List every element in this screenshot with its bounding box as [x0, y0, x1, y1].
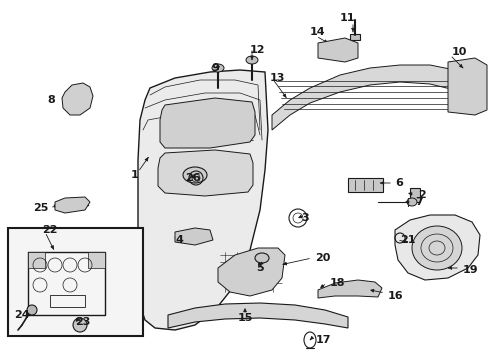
Bar: [347, 178, 382, 192]
Text: 6: 6: [394, 178, 402, 188]
Bar: [50, 295, 85, 307]
Text: 10: 10: [451, 47, 467, 57]
Polygon shape: [55, 197, 90, 213]
Text: 26: 26: [184, 173, 200, 183]
Polygon shape: [271, 65, 467, 130]
Bar: [409, 188, 419, 202]
Polygon shape: [317, 280, 381, 298]
Polygon shape: [447, 58, 486, 115]
Polygon shape: [394, 215, 479, 280]
Text: 19: 19: [462, 265, 478, 275]
Text: 16: 16: [387, 291, 403, 301]
Ellipse shape: [411, 226, 461, 270]
Polygon shape: [160, 98, 254, 148]
Bar: [349, 34, 359, 40]
Polygon shape: [175, 228, 213, 245]
Text: 8: 8: [47, 95, 55, 105]
Ellipse shape: [73, 318, 87, 332]
Text: 21: 21: [399, 235, 415, 245]
Text: 1: 1: [130, 170, 138, 180]
Text: 18: 18: [329, 278, 345, 288]
Text: 4: 4: [175, 235, 183, 245]
Text: 12: 12: [249, 45, 265, 55]
Polygon shape: [158, 150, 252, 196]
Polygon shape: [168, 303, 347, 328]
Text: 22: 22: [42, 225, 58, 235]
Polygon shape: [62, 83, 93, 115]
Bar: [8, 228, 142, 336]
Text: 5: 5: [256, 263, 263, 273]
Text: 15: 15: [237, 313, 252, 323]
Text: 7: 7: [414, 197, 422, 207]
Ellipse shape: [406, 198, 416, 206]
Text: 17: 17: [315, 335, 331, 345]
Polygon shape: [88, 252, 105, 268]
Ellipse shape: [245, 56, 258, 64]
Ellipse shape: [27, 305, 37, 315]
Text: 13: 13: [269, 73, 285, 83]
Polygon shape: [28, 252, 45, 268]
Text: 3: 3: [301, 213, 308, 223]
Text: 25: 25: [33, 203, 48, 213]
Text: 14: 14: [309, 27, 325, 37]
Polygon shape: [317, 38, 357, 62]
Polygon shape: [218, 248, 285, 296]
Polygon shape: [138, 70, 267, 330]
Text: 24: 24: [14, 310, 30, 320]
Text: 20: 20: [314, 253, 330, 263]
Text: 11: 11: [339, 13, 355, 23]
Text: 23: 23: [75, 317, 90, 327]
Ellipse shape: [254, 253, 268, 263]
Text: 9: 9: [211, 63, 219, 73]
Text: 2: 2: [417, 190, 425, 200]
Ellipse shape: [212, 64, 224, 72]
Ellipse shape: [183, 167, 206, 183]
